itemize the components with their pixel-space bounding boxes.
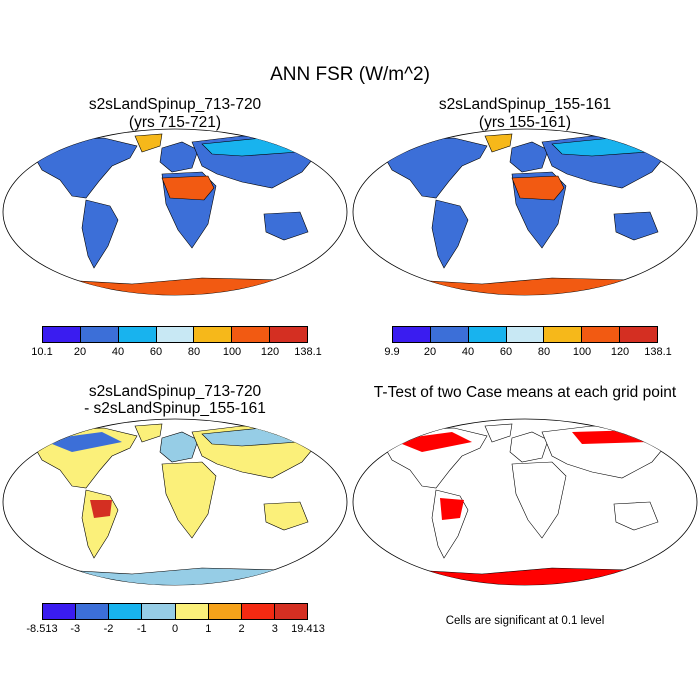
colorbar-tick-label: 120 [610, 346, 630, 358]
colorbar-swatch [118, 327, 157, 342]
colorbar-tick-label: 100 [572, 346, 592, 358]
colorbar-tick-label: -8.513 [26, 623, 58, 635]
colorbar-swatch [274, 604, 307, 619]
europe [509, 141, 549, 173]
colorbar-swatch [43, 327, 81, 342]
colorbar-difference [42, 603, 308, 620]
colorbar-tick-label: 0 [171, 623, 179, 635]
sahara [511, 175, 565, 201]
australia [263, 211, 309, 241]
colorbar-swatch [393, 327, 431, 342]
amazon [90, 500, 112, 518]
colorbar-swatch [156, 327, 195, 342]
africa [161, 461, 217, 539]
map-difference [2, 418, 348, 586]
colorbar-tick-label: 2 [238, 623, 245, 635]
colorbar-tick-label: 60 [499, 346, 513, 358]
australia [613, 501, 659, 531]
colorbar-swatch [175, 604, 209, 619]
colorbar-swatch [241, 604, 275, 619]
panel1-subtitle: (yrs 715-721) [128, 114, 222, 131]
colorbar-tick-label: 3 [271, 623, 278, 635]
colorbar-swatch [232, 327, 271, 342]
map-case1-fsr [2, 128, 348, 296]
antarctica [3, 277, 347, 295]
panel2-title: s2sLandSpinup_155-161 [438, 96, 612, 113]
colorbar-swatch [142, 604, 176, 619]
map-ttest [352, 418, 698, 586]
europe [509, 431, 549, 463]
panel3-title: s2sLandSpinup_713-720 [88, 383, 262, 400]
australia [263, 501, 309, 531]
greenland [484, 423, 513, 443]
colorbar-tick-label: -2 [103, 623, 114, 635]
greenland [134, 423, 163, 443]
colorbar-tick-label: 60 [149, 346, 163, 358]
colorbar-swatch [544, 327, 583, 342]
colorbar-swatch [80, 327, 119, 342]
panel4-title: T-Test of two Case means at each grid po… [373, 384, 677, 401]
colorbar-tick-label: 80 [537, 346, 551, 358]
north-america [33, 137, 138, 199]
asia-significant [572, 430, 648, 444]
colorbar-tick-label: 100 [222, 346, 242, 358]
colorbar-tick-label: 120 [260, 346, 280, 358]
colorbar-swatch [582, 327, 621, 342]
colorbar-swatch [194, 327, 233, 342]
colorbar-swatch [620, 327, 658, 342]
colorbar-swatch [43, 604, 77, 619]
map-case2-fsr [352, 128, 698, 296]
panel2-subtitle: (yrs 155-161) [478, 114, 572, 131]
significance-note: Cells are significant at 0.1 level [445, 615, 605, 627]
colorbar-tick-label: 19.413 [291, 623, 325, 635]
figure-title: ANN FSR (W/m^2) [270, 64, 430, 85]
colorbar-tick-label: 40 [461, 346, 475, 358]
colorbar-panel1 [42, 326, 308, 343]
amazon-significant [440, 498, 464, 520]
colorbar-swatch [208, 604, 242, 619]
europe [159, 431, 199, 463]
europe [159, 141, 199, 173]
colorbar-tick-label: 138.1 [294, 346, 322, 358]
colorbar-swatch [430, 327, 469, 342]
australia [613, 211, 659, 241]
greenland [484, 133, 513, 153]
na-significant [392, 432, 472, 452]
north-america [383, 137, 488, 199]
colorbar-tick-label: -1 [136, 623, 147, 635]
south-america [81, 199, 119, 269]
colorbar-swatch [468, 327, 507, 342]
colorbar-swatch [270, 327, 308, 342]
greenland [134, 133, 163, 153]
colorbar-swatch [109, 604, 143, 619]
colorbar-panel2 [392, 326, 658, 343]
antarctica [3, 567, 347, 585]
antarctica [353, 277, 697, 295]
colorbar-tick-label: 138.1 [644, 346, 672, 358]
sahara [161, 175, 215, 201]
panel3-subtitle: - s2sLandSpinup_155-161 [84, 400, 266, 417]
antarctica [353, 567, 697, 585]
africa [511, 461, 567, 539]
north-america-cold [42, 432, 122, 452]
colorbar-tick-label: 80 [187, 346, 201, 358]
colorbar-tick-label: 1 [205, 623, 212, 635]
colorbar-swatch [76, 604, 110, 619]
south-america [431, 199, 469, 269]
panel1-title: s2sLandSpinup_713-720 [88, 96, 262, 113]
colorbar-tick-label: 20 [73, 346, 87, 358]
colorbar-tick-label: 10.1 [31, 346, 53, 358]
colorbar-swatch [506, 327, 545, 342]
colorbar-tick-label: 40 [111, 346, 125, 358]
colorbar-tick-label: -3 [70, 623, 81, 635]
colorbar-tick-label: 9.9 [384, 346, 400, 358]
colorbar-tick-label: 20 [423, 346, 437, 358]
